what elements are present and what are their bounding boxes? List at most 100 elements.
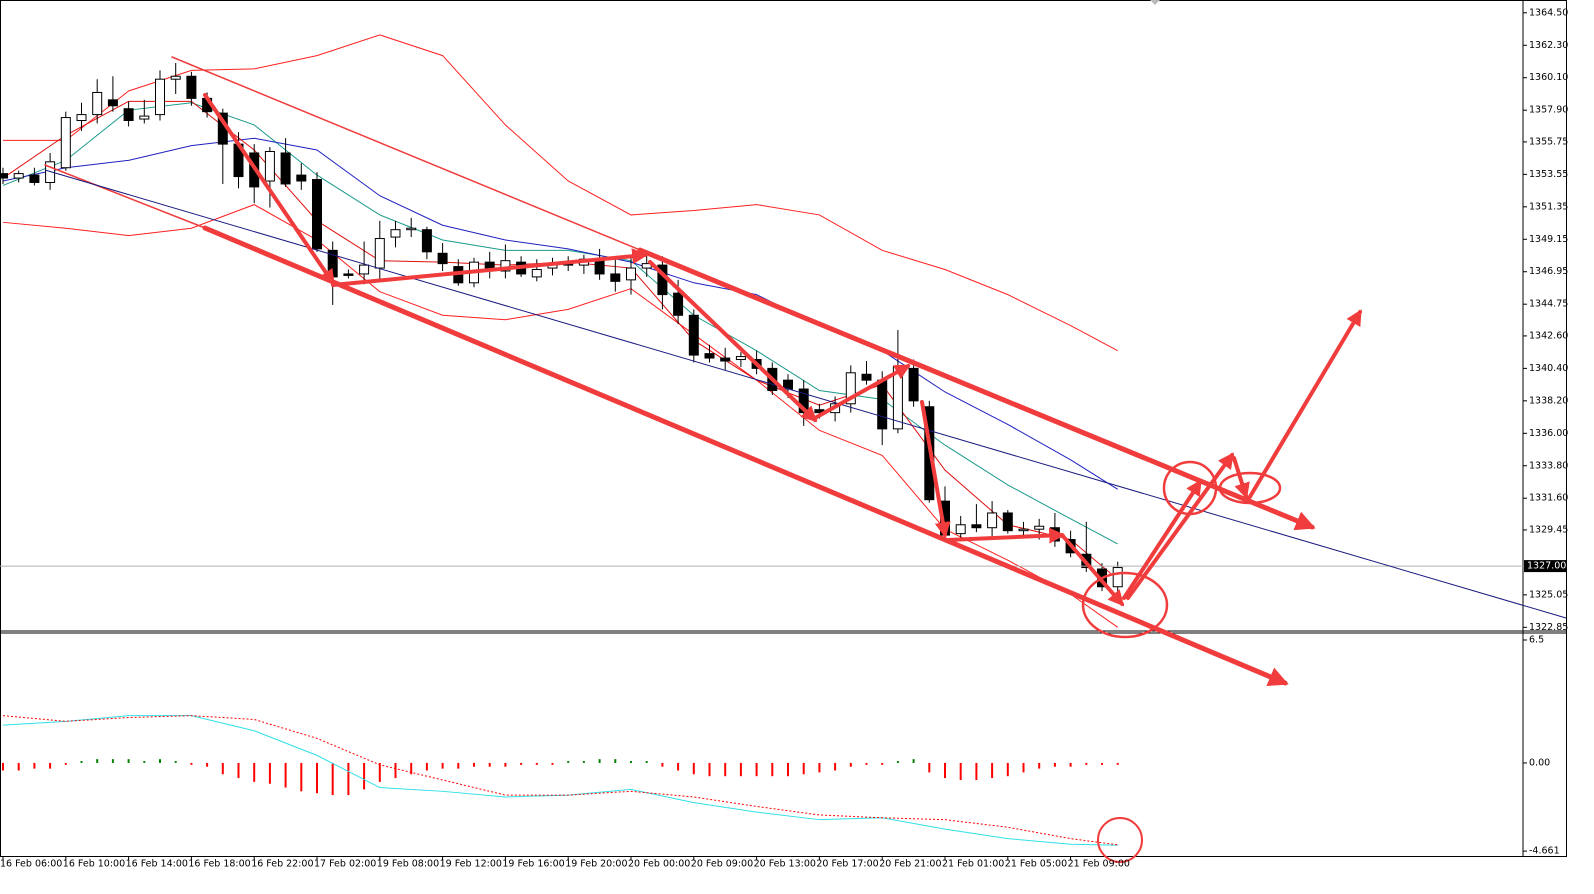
candle-body [531, 269, 542, 278]
highlight-circle [1162, 460, 1218, 516]
x-tick-label: 20 Feb 00:00 [628, 859, 690, 870]
candle-body [845, 372, 856, 405]
candle-body [92, 91, 103, 116]
candle-body [484, 261, 495, 269]
candle-body [312, 179, 322, 250]
last-price-box [1524, 560, 1566, 573]
arrow [331, 248, 649, 287]
last-price-label: 1327.00 [1527, 561, 1566, 572]
x-tick-label: 20 Feb 09:00 [691, 859, 753, 870]
y-tick-label: 1364.50 [1529, 7, 1568, 18]
y-tick-label: 1351.35 [1529, 201, 1568, 212]
candle-body [1018, 528, 1029, 532]
trend-line [44, 169, 1567, 619]
candle-body [45, 161, 56, 183]
arrow [1246, 309, 1362, 502]
candle-body [1034, 525, 1045, 530]
line [2, 715, 1118, 846]
x-tick-label: 19 Feb 08:00 [377, 859, 439, 870]
x-tick-label: 21 Feb 09:00 [1068, 859, 1130, 870]
y-tick-label: 1346.95 [1529, 266, 1568, 277]
x-tick-label: 16 Feb 06:00 [0, 859, 62, 870]
candle-body [60, 117, 71, 169]
frame [0, 0, 1567, 857]
candle-body [170, 75, 181, 80]
x-tick-label: 19 Feb 16:00 [502, 859, 564, 870]
candle-body [735, 356, 746, 361]
y-tick-label: 1344.75 [1529, 299, 1568, 310]
arrow [920, 400, 951, 539]
candle-body [971, 524, 982, 529]
candle-body [610, 273, 621, 282]
y-tick-label: 1333.80 [1529, 460, 1568, 471]
x-tick-label: 19 Feb 12:00 [440, 859, 502, 870]
candle-body [908, 367, 919, 402]
y-tick-label: 1322.85 [1529, 622, 1568, 633]
x-tick-label: 20 Feb 21:00 [879, 859, 941, 870]
y-tick-label: 1340.40 [1529, 363, 1568, 374]
y-tick-label: 1329.45 [1529, 524, 1568, 535]
arrow [813, 364, 911, 420]
candle-body [688, 314, 699, 356]
candle-body [186, 75, 197, 99]
candle-body [76, 114, 87, 122]
channel-line [202, 225, 1289, 687]
x-tick-label: 20 Feb 13:00 [754, 859, 816, 870]
candle-body [280, 152, 291, 185]
y-tick-label: 1360.10 [1529, 72, 1568, 83]
x-tick-label: 17 Feb 02:00 [314, 859, 376, 870]
candle-body [155, 78, 165, 116]
candle-body [13, 173, 24, 179]
highlight-circle [1081, 571, 1169, 639]
candle-body [720, 357, 731, 362]
x-tick-label: 19 Feb 20:00 [565, 859, 627, 870]
candle-body [892, 366, 903, 430]
candle-body [987, 512, 998, 529]
channel-line [44, 164, 206, 229]
candle-body [500, 260, 511, 272]
candle-body [359, 264, 370, 275]
y-tick-label: -4.661 [1529, 846, 1560, 857]
y-tick-label: 1342.60 [1529, 330, 1568, 341]
y-tick-label: 1338.20 [1529, 395, 1568, 406]
channel-line [171, 56, 641, 251]
candle-body [877, 379, 888, 430]
shift-marker [1150, 0, 1160, 5]
y-tick-label: 1349.15 [1529, 234, 1568, 245]
candle-body [1112, 567, 1123, 588]
arrow [1060, 533, 1125, 607]
candle-body [107, 99, 118, 107]
arrow [1122, 479, 1202, 600]
candle-body [29, 174, 40, 183]
candle-body [673, 292, 684, 316]
candle-body [374, 238, 385, 269]
candle-body [421, 229, 432, 253]
x-tick-label: 21 Feb 05:00 [1005, 859, 1067, 870]
y-tick-label: 1336.00 [1529, 428, 1568, 439]
arrow [203, 93, 335, 286]
arrow [946, 527, 1066, 544]
candle-body [139, 115, 150, 120]
y-tick-label: 1355.75 [1529, 136, 1568, 147]
y-tick-label: 1331.60 [1529, 493, 1568, 504]
line [3, 34, 1118, 352]
x-tick-label: 16 Feb 14:00 [126, 859, 188, 870]
highlight-circle [1218, 471, 1282, 505]
x-tick-label: 16 Feb 10:00 [63, 859, 125, 870]
y-tick-label: 1357.90 [1529, 105, 1568, 116]
candle-body [296, 174, 307, 182]
candle-body [626, 267, 636, 281]
x-tick-label: 16 Feb 18:00 [188, 859, 250, 870]
highlight-circle [1097, 817, 1143, 863]
y-tick-label: 1353.55 [1529, 169, 1568, 180]
candle-body [861, 373, 872, 381]
y-tick-label: 0.00 [1529, 757, 1550, 768]
x-tick-label: 21 Feb 01:00 [942, 859, 1004, 870]
line [2, 137, 1118, 490]
candle-body [704, 353, 715, 359]
y-tick-label: 1325.05 [1529, 589, 1568, 600]
annotations [44, 56, 1567, 863]
x-tick-label: 20 Feb 17:00 [816, 859, 878, 870]
candle-body [1002, 512, 1013, 532]
